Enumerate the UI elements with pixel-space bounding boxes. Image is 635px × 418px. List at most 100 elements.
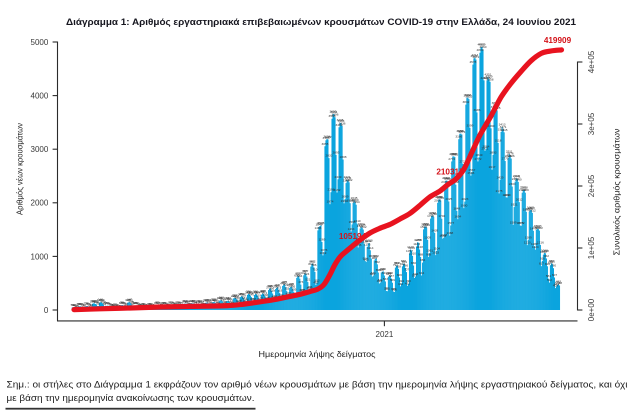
svg-text:66: 66 [77,302,81,306]
svg-text:1023: 1023 [432,251,439,255]
svg-text:64: 64 [165,302,169,306]
svg-text:3288: 3288 [456,129,463,133]
svg-text:1388: 1388 [446,231,453,235]
svg-text:699: 699 [376,268,381,272]
svg-text:916: 916 [540,256,545,260]
svg-text:3832: 3832 [462,100,469,104]
svg-text:1553: 1553 [421,222,428,226]
svg-text:281: 281 [245,290,250,294]
svg-text:81: 81 [104,301,108,305]
svg-text:1183: 1183 [413,242,420,246]
svg-text:140: 140 [205,298,210,302]
svg-text:1921: 1921 [511,203,518,207]
svg-text:2876: 2876 [507,151,514,155]
svg-text:3321: 3321 [498,128,505,132]
svg-text:142: 142 [210,298,215,302]
svg-text:3409: 3409 [336,123,343,127]
svg-text:587: 587 [389,274,394,278]
svg-text:373: 373 [276,286,281,290]
svg-text:183: 183 [219,296,224,300]
svg-text:204: 204 [234,295,239,299]
svg-text:111: 111 [196,300,201,304]
svg-text:1109: 1109 [408,246,415,250]
svg-text:428: 428 [283,283,288,287]
svg-text:150: 150 [211,297,216,301]
svg-text:251: 251 [239,292,244,296]
svg-text:165: 165 [220,297,225,301]
svg-text:29: 29 [76,304,80,308]
svg-text:91: 91 [186,301,190,305]
svg-text:107: 107 [199,300,204,304]
svg-text:47: 47 [115,303,119,307]
svg-text:87: 87 [178,301,182,305]
svg-text:137: 137 [221,298,226,302]
svg-text:1019: 1019 [319,251,326,255]
svg-text:494: 494 [399,279,404,283]
svg-text:2911: 2911 [506,150,513,154]
svg-text:με βάση την ημερομηνία ανακοίν: με βάση την ημερομηνία ανακοίνωσης των κ… [7,393,255,403]
svg-text:2416: 2416 [443,176,450,180]
svg-text:80: 80 [106,301,110,305]
svg-text:700: 700 [379,268,384,272]
svg-text:123: 123 [92,299,97,303]
svg-text:345: 345 [391,287,396,291]
svg-text:1510: 1510 [535,225,542,229]
svg-text:470: 470 [281,280,286,284]
svg-text:872: 872 [549,259,554,263]
svg-text:118: 118 [236,299,241,303]
svg-text:768: 768 [396,264,401,268]
svg-text:269: 269 [248,291,253,295]
svg-text:336: 336 [392,288,397,292]
svg-text:304: 304 [261,289,266,293]
svg-text:3413: 3413 [499,123,506,127]
svg-text:131: 131 [128,299,133,303]
svg-text:2025: 2025 [445,197,452,201]
svg-text:435: 435 [289,282,294,286]
svg-text:412: 412 [287,283,292,287]
svg-text:1189: 1189 [531,242,538,246]
svg-text:817: 817 [539,262,544,266]
svg-text:308: 308 [260,289,265,293]
svg-text:93: 93 [230,301,234,305]
svg-text:2045: 2045 [351,196,358,200]
svg-text:132: 132 [203,298,208,302]
svg-text:1010: 1010 [409,251,416,255]
svg-text:607: 607 [552,273,557,277]
svg-text:419909: 419909 [544,36,572,45]
svg-text:2099: 2099 [504,193,511,197]
svg-text:104: 104 [207,300,212,304]
svg-text:147: 147 [127,298,132,302]
svg-text:2066: 2066 [436,195,443,199]
svg-text:1836: 1836 [526,207,533,211]
svg-text:1076: 1076 [320,248,327,252]
svg-text:42: 42 [111,303,115,307]
svg-text:64: 64 [149,302,153,306]
svg-text:90: 90 [156,301,160,305]
svg-text:113: 113 [93,300,98,304]
svg-text:399: 399 [268,284,273,288]
svg-text:2058: 2058 [435,195,442,199]
svg-text:2617: 2617 [489,165,496,169]
svg-text:146: 146 [244,298,249,302]
svg-text:88: 88 [162,301,166,305]
svg-text:112: 112 [192,300,197,304]
svg-text:1539: 1539 [423,223,430,227]
svg-text:633: 633 [296,272,301,276]
svg-text:1104: 1104 [433,246,440,250]
svg-text:4258: 4258 [487,77,494,81]
svg-text:1229: 1229 [361,240,368,244]
svg-text:61: 61 [142,302,146,306]
svg-text:395: 395 [290,284,295,288]
svg-text:533: 533 [383,277,388,281]
svg-text:74: 74 [132,302,136,306]
svg-text:137: 137 [213,298,218,302]
svg-text:398: 398 [267,284,272,288]
svg-text:94: 94 [121,301,125,305]
svg-text:828: 828 [395,261,400,265]
svg-text:279: 279 [252,291,257,295]
svg-text:38: 38 [82,303,86,307]
svg-text:1482: 1482 [536,226,543,230]
svg-text:600: 600 [294,273,299,277]
svg-text:4694: 4694 [470,54,477,58]
svg-text:3686: 3686 [474,108,481,112]
